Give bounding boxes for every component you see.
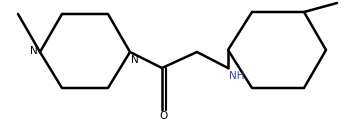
- Text: O: O: [159, 111, 168, 121]
- Text: N: N: [131, 55, 139, 65]
- Text: N: N: [30, 46, 38, 56]
- Text: NH: NH: [229, 71, 245, 81]
